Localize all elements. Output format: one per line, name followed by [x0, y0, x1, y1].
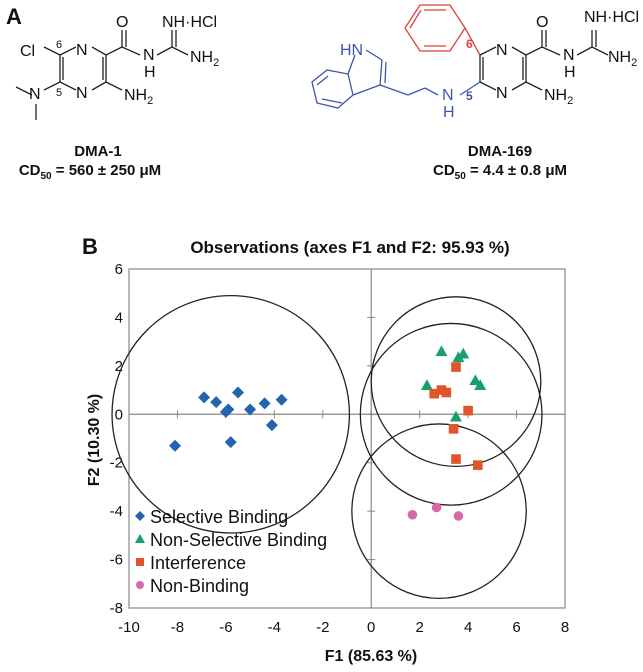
dma-1-structure: Cl 6 N N 5 N O N H NH·HCl NH2 NH2 — [15, 14, 219, 120]
y-tick-label: 0 — [115, 406, 123, 423]
data-point — [407, 509, 418, 520]
plot-frame — [128, 268, 566, 609]
x-tick-label: -10 — [118, 619, 140, 636]
legend-label: Non-Selective Binding — [150, 530, 327, 550]
svg-text:6: 6 — [466, 37, 473, 51]
y-tick-label: -2 — [110, 455, 123, 472]
panel-b-label: B — [82, 234, 98, 259]
data-point — [224, 436, 237, 449]
y-tick-label: -4 — [110, 503, 123, 520]
chart-title: Observations (axes F1 and F2: 95.93 %) — [190, 238, 510, 257]
svg-text:5: 5 — [466, 89, 473, 103]
svg-text:O: O — [536, 14, 548, 31]
data-point — [275, 393, 288, 406]
svg-text:H: H — [144, 64, 156, 81]
confidence-circle — [359, 322, 543, 506]
x-tick-label: 2 — [415, 619, 423, 636]
indole-substituent — [311, 49, 481, 109]
data-point — [457, 347, 470, 359]
data-point — [435, 345, 448, 357]
legend-label: Non-Binding — [150, 576, 249, 596]
x-tick-label: 8 — [561, 619, 569, 636]
svg-text:N: N — [143, 47, 155, 64]
confidence-circle — [370, 296, 542, 468]
x-tick-label: -6 — [219, 619, 232, 636]
svg-text:H: H — [564, 64, 576, 81]
svg-text:N: N — [496, 42, 508, 59]
x-tick-label: -4 — [268, 619, 281, 636]
y-tick-label: 2 — [115, 358, 123, 375]
dma-1-name: DMA-1 — [74, 143, 122, 160]
x-tick-label: 6 — [512, 619, 520, 636]
svg-text:NH2: NH2 — [124, 87, 153, 107]
legend-marker — [136, 558, 144, 566]
x-axis-label: F1 (85.63 %) — [324, 648, 418, 665]
data-point — [265, 419, 278, 432]
data-point — [441, 387, 452, 398]
confidence-circle — [111, 294, 351, 534]
svg-text:NH2: NH2 — [544, 87, 573, 107]
data-point — [169, 439, 182, 452]
data-point — [463, 405, 473, 416]
legend-marker — [136, 581, 144, 589]
data-point — [450, 410, 462, 422]
svg-text:NH·HCl: NH·HCl — [162, 14, 217, 31]
y-tick-label: 4 — [115, 309, 123, 326]
data-point — [453, 511, 464, 521]
data-point — [474, 379, 487, 391]
x-tick-label: -2 — [316, 619, 329, 636]
svg-text:NH·HCl: NH·HCl — [584, 9, 639, 26]
legend-label: Selective Binding — [150, 507, 288, 527]
data-point — [232, 386, 244, 399]
data-point — [448, 424, 459, 434]
svg-text:O: O — [116, 14, 128, 31]
svg-text:N: N — [76, 85, 88, 102]
svg-text:N: N — [496, 85, 508, 102]
legend-label: Interference — [150, 553, 246, 573]
cl-atom-label: Cl — [20, 43, 35, 60]
y-tick-label: 6 — [115, 261, 123, 278]
svg-text:N: N — [76, 42, 88, 59]
dma-169-cd50: CD50 = 4.4 ± 0.8 μM — [432, 162, 567, 182]
svg-text:NH2: NH2 — [190, 49, 219, 69]
y-tick-label: -6 — [110, 552, 123, 569]
data-point — [198, 391, 211, 404]
data-point — [420, 379, 433, 391]
legend-marker — [135, 511, 145, 521]
legend-marker — [135, 534, 145, 543]
data-point — [258, 397, 271, 410]
data-point — [431, 502, 442, 513]
data-point — [436, 385, 447, 395]
confidence-circle — [351, 423, 527, 599]
x-tick-label: 0 — [367, 619, 375, 636]
svg-text:H: H — [443, 104, 455, 121]
dma-169-name: DMA-169 — [467, 143, 533, 160]
svg-text:N: N — [442, 87, 454, 104]
panel-a-label: A — [6, 4, 22, 29]
y-tick-label: -8 — [110, 600, 123, 617]
svg-text:6: 6 — [56, 39, 62, 51]
data-point — [244, 403, 257, 416]
data-point — [451, 362, 461, 372]
data-point — [222, 403, 235, 416]
svg-text:5: 5 — [56, 87, 62, 99]
phenyl-substituent — [404, 4, 481, 56]
svg-text:NH2: NH2 — [608, 49, 637, 69]
dma-1-cd50: CD50 = 560 ± 250 μM — [18, 162, 162, 182]
x-tick-label: -8 — [171, 619, 184, 636]
svg-text:N: N — [29, 86, 41, 103]
svg-text:HN: HN — [340, 42, 363, 59]
data-point — [473, 460, 483, 470]
x-tick-label: 4 — [464, 619, 472, 636]
svg-text:N: N — [563, 47, 575, 64]
data-point — [210, 396, 223, 409]
data-point — [451, 454, 461, 464]
data-point — [429, 388, 439, 399]
data-point — [469, 374, 482, 386]
dma-169-structure: HN N H 6 5 N N O N H NH·HCl NH2 NH2 — [311, 4, 639, 121]
